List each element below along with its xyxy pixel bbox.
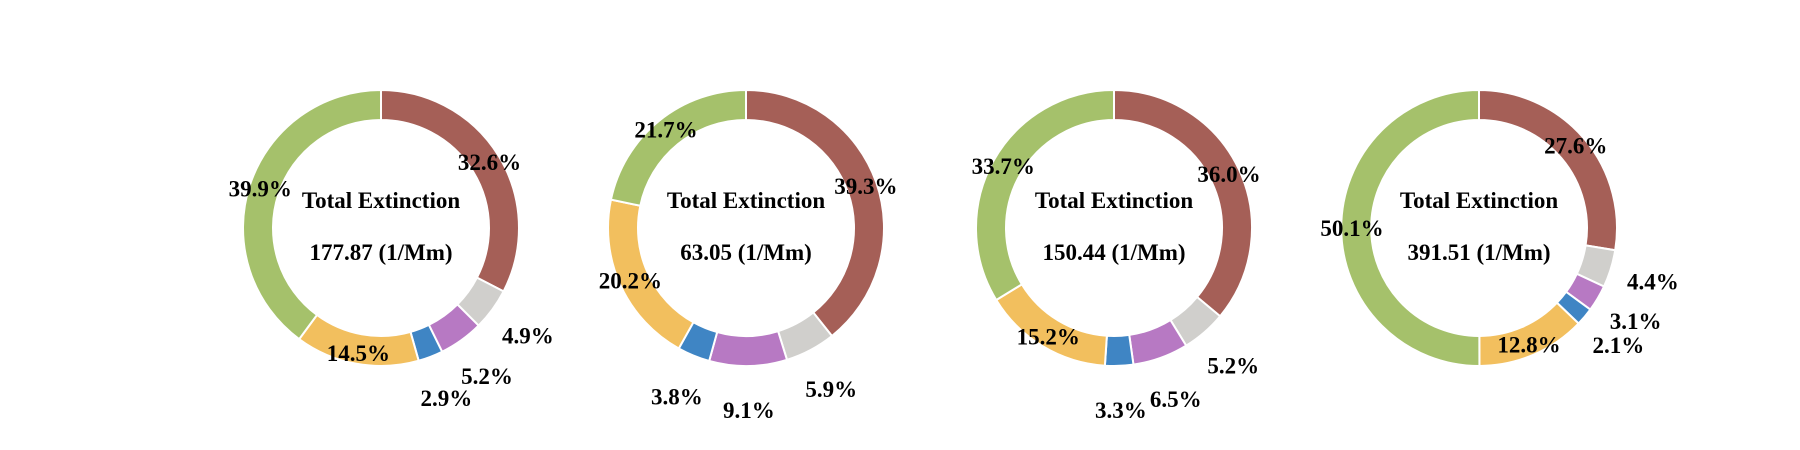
donut-1-label-gray: 4.9% (502, 323, 554, 348)
donut-2-label-yellow: 20.2% (599, 269, 662, 294)
donut-1-center-title: Total Extinction (302, 188, 460, 213)
donut-3-label-blue: 3.3% (1095, 398, 1147, 423)
donut-1-slice-green (242, 88, 382, 341)
donut-2-arcs (607, 88, 885, 367)
donut-2-label-blue: 3.8% (651, 384, 703, 409)
donut-2-label-gray: 5.9% (805, 377, 857, 402)
donut-2-label-brown: 39.3% (834, 174, 897, 199)
donut-3-labels: 36.0% 5.2%6.5%3.3% 15.2% 33.7% (972, 154, 1261, 423)
donut-1-label-green: 39.9% (229, 176, 292, 201)
donut-1-center-value: 177.87 (1/Mm) (309, 240, 452, 265)
donut-2-label-green: 21.7% (634, 117, 697, 142)
donut-3-slice-blue (1103, 333, 1135, 367)
donut-1-label-brown: 32.6% (458, 150, 521, 175)
donut-4-label-purple: 3.1% (1610, 309, 1662, 334)
donut-1-labels: 32.6% 4.9% 5.2%2.9% 14.5% 39.9% (229, 150, 554, 411)
donut-3-label-yellow: 15.2% (1017, 325, 1080, 350)
donut-4-label-gray: 4.4% (1627, 270, 1679, 295)
donut-4-label-blue: 2.1% (1593, 333, 1645, 358)
donut-3-center-title: Total Extinction (1035, 188, 1193, 213)
donut-2-label-purple: 9.1% (723, 398, 775, 423)
donut-4-center-title: Total Extinction (1400, 188, 1558, 213)
donut-1-label-blue: 2.9% (421, 386, 473, 411)
donut-3-label-green: 33.7% (972, 154, 1035, 179)
donut-3-arcs (975, 88, 1253, 367)
donut-4-arcs (1340, 88, 1618, 368)
donut-4-center-value: 391.51 (1/Mm) (1407, 240, 1550, 265)
donut-chart-3: Total Extinction 150.44 (1/Mm) 36.0% 5.2%… (972, 88, 1261, 423)
donut-4-labels: 27.6% 4.4% 3.1%2.1% 12.8% 50.1% (1320, 134, 1678, 358)
donut-3-label-purple: 6.5% (1150, 387, 1202, 412)
donut-3-label-gray: 5.2% (1207, 354, 1259, 379)
donut-2-center-value: 63.05 (1/Mm) (680, 240, 812, 265)
donut-4-label-brown: 27.6% (1544, 134, 1607, 159)
donut-3-label-brown: 36.0% (1197, 162, 1260, 187)
donut-2-center-title: Total Extinction (667, 188, 825, 213)
donut-chart-4: Total Extinction 391.51 (1/Mm) 27.6% 4.4%… (1320, 88, 1679, 368)
donut-chart-1: Total Extinction 177.87 (1/Mm) 32.6% 4.9%… (229, 88, 554, 411)
donut-1-label-purple: 5.2% (461, 364, 513, 389)
donut-1-label-yellow: 14.5% (327, 341, 390, 366)
donut-chart-2: Total Extinction 63.05 (1/Mm) 39.3% 5.9% 9… (599, 88, 898, 423)
donut-2-labels: 39.3% 5.9% 9.1% 3.8% 20.2% 21.7% (599, 117, 898, 423)
donut-4-slice-green (1340, 88, 1481, 368)
donut-4-label-yellow: 12.8% (1497, 333, 1560, 358)
donut-1-arcs (242, 88, 520, 367)
donut-3-slice-green (975, 88, 1115, 302)
donut-4-label-green: 50.1% (1320, 216, 1383, 241)
donut-2-slice-purple (707, 329, 789, 367)
donut-2-slice-green (609, 88, 747, 207)
donut-3-center-value: 150.44 (1/Mm) (1042, 240, 1185, 265)
